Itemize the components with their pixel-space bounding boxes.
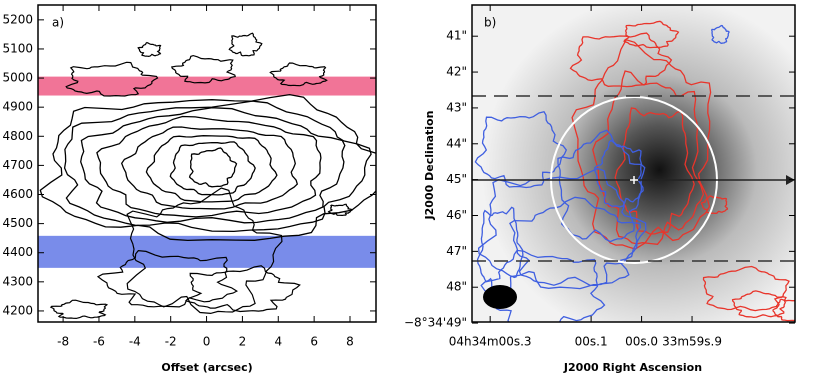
x-tick-label: 4 (274, 335, 282, 349)
contour (557, 129, 646, 243)
contour (188, 147, 238, 188)
x-tick-label: 8 (346, 335, 354, 349)
y-tick-label: 4800 (2, 129, 33, 143)
contour (228, 32, 263, 57)
center-cross (630, 176, 638, 184)
y-tick-label: 44" (446, 136, 467, 150)
y-axis-label: J2000 Declination (423, 111, 436, 221)
panel-label: b) (484, 16, 496, 30)
frame (37, 4, 377, 323)
y-tick-label: 47" (446, 244, 467, 258)
band (38, 76, 376, 96)
y-tick-label: 46" (446, 208, 467, 222)
y-tick-label: 5200 (2, 12, 33, 26)
y-tick-label: −8°34'49" (404, 316, 467, 330)
contour (731, 290, 787, 319)
contour (623, 20, 680, 49)
contour (476, 206, 524, 294)
x-tick-label: -8 (57, 335, 69, 349)
overlay (472, 95, 795, 309)
y-tick-label: 5000 (2, 71, 33, 85)
y-tick-label: 4500 (2, 216, 33, 230)
contour (65, 61, 159, 97)
y-tick-label: 4200 (2, 303, 33, 317)
bands (38, 76, 376, 268)
contour (614, 107, 695, 235)
y-tick-label: 42" (446, 65, 467, 79)
x-axis-label: Offset (arcsec) (161, 361, 252, 374)
contour (474, 110, 568, 189)
y-tick-label: 45" (446, 172, 467, 186)
frame (471, 4, 796, 323)
y-tick-label: 43" (446, 100, 467, 114)
contour (96, 115, 322, 218)
y-tick-label: 4300 (2, 274, 33, 288)
contours (39, 32, 376, 320)
contour (80, 107, 346, 224)
contour (480, 249, 606, 322)
x-tick-label: -4 (129, 335, 141, 349)
x-tick-label: 00s.0 (625, 335, 658, 349)
contour (594, 139, 644, 208)
contour (569, 32, 673, 88)
x-tick-label: 04h34m00s.3 (449, 335, 532, 349)
contour (63, 100, 372, 233)
contour (327, 203, 353, 216)
contour (39, 93, 376, 242)
contour (269, 62, 328, 87)
y-tick-label: 4700 (2, 158, 33, 172)
contour (120, 126, 299, 210)
y-tick-label: 4600 (2, 187, 33, 201)
contour (96, 249, 239, 308)
x-tick-label: 00s.1 (575, 335, 608, 349)
contour (184, 265, 301, 313)
contour (509, 196, 642, 287)
beam (483, 285, 517, 309)
contour (49, 299, 109, 320)
contour (169, 141, 256, 196)
contour (710, 24, 730, 44)
contour (700, 195, 729, 215)
y-tick-label: 4400 (2, 245, 33, 259)
contour (126, 187, 283, 315)
x-tick-label: 0 (203, 335, 211, 349)
y-tick-label: 5100 (2, 41, 33, 55)
contour (145, 135, 278, 203)
contour (702, 265, 790, 312)
contour (477, 167, 647, 290)
contour (170, 54, 236, 84)
band (38, 235, 376, 268)
y-tick-label: 41" (446, 29, 467, 43)
x-tick-label: -6 (93, 335, 105, 349)
x-tick-label: 6 (310, 335, 318, 349)
x-tick-label: 2 (239, 335, 247, 349)
y-tick-label: 48" (446, 280, 467, 294)
contour (772, 298, 795, 322)
contour (137, 41, 162, 58)
x-axis-label: J2000 Right Ascension (563, 361, 702, 374)
x-tick-label: 33m59s.9 (662, 335, 722, 349)
x-tick-label: -2 (165, 335, 177, 349)
panel-label: a) (52, 16, 64, 30)
y-tick-label: 4900 (2, 100, 33, 114)
